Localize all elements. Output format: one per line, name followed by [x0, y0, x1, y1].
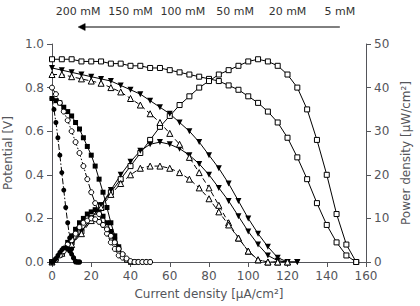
- svg-text:150 mM: 150 mM: [108, 5, 153, 18]
- svg-text:10: 10: [374, 211, 389, 225]
- svg-text:0: 0: [48, 269, 56, 283]
- svg-text:160: 160: [355, 269, 378, 283]
- svg-text:20 mM: 20 mM: [269, 5, 307, 18]
- svg-text:80: 80: [201, 269, 216, 283]
- svg-text:0.2: 0.2: [25, 211, 44, 225]
- svg-text:0: 0: [374, 255, 382, 269]
- svg-text:Current density [μA/cm²]: Current density [μA/cm²]: [134, 287, 283, 301]
- svg-text:0.8: 0.8: [25, 81, 44, 95]
- svg-text:60: 60: [162, 269, 177, 283]
- svg-text:30: 30: [374, 124, 389, 138]
- svg-text:100 mM: 100 mM: [160, 5, 205, 18]
- svg-text:20: 20: [84, 269, 99, 283]
- svg-text:1.0: 1.0: [25, 37, 44, 51]
- svg-text:40: 40: [123, 269, 138, 283]
- svg-text:100: 100: [237, 269, 260, 283]
- svg-text:50: 50: [374, 37, 389, 51]
- svg-text:40: 40: [374, 81, 389, 95]
- svg-text:0.0: 0.0: [25, 255, 44, 269]
- svg-text:Power density [μW/cm²]: Power density [μW/cm²]: [399, 81, 413, 225]
- svg-text:20: 20: [374, 168, 389, 182]
- svg-text:5 mM: 5 mM: [324, 5, 355, 18]
- svg-text:0.6: 0.6: [25, 124, 44, 138]
- svg-text:Potential [V]: Potential [V]: [1, 116, 15, 190]
- svg-text:120: 120: [276, 269, 299, 283]
- svg-text:50 mM: 50 mM: [216, 5, 254, 18]
- svg-text:0.4: 0.4: [25, 168, 44, 182]
- svg-text:200 mM: 200 mM: [56, 5, 101, 18]
- svg-text:140: 140: [315, 269, 338, 283]
